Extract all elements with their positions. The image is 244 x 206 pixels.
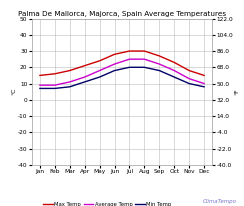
Legend: Max Temp, Average Temp, Min Temp: Max Temp, Average Temp, Min Temp xyxy=(41,200,174,206)
Min Temp xyxy=(173,76,176,78)
Average Temp xyxy=(39,84,41,86)
Average Temp xyxy=(113,63,116,65)
Max Temp xyxy=(173,61,176,64)
Line: Max Temp: Max Temp xyxy=(40,51,204,75)
Max Temp xyxy=(113,53,116,56)
Max Temp xyxy=(188,69,191,72)
Max Temp xyxy=(143,50,146,52)
Average Temp xyxy=(203,82,205,85)
Text: ClimaTempo: ClimaTempo xyxy=(203,199,237,204)
Min Temp xyxy=(113,69,116,72)
Y-axis label: °C: °C xyxy=(11,88,17,95)
Average Temp xyxy=(158,63,161,65)
Average Temp xyxy=(128,58,131,60)
Min Temp xyxy=(143,66,146,69)
Min Temp xyxy=(128,66,131,69)
Max Temp xyxy=(158,55,161,57)
Average Temp xyxy=(143,58,146,60)
Line: Min Temp: Min Temp xyxy=(40,67,204,88)
Min Temp xyxy=(203,85,205,88)
Y-axis label: °F: °F xyxy=(234,88,240,95)
Min Temp xyxy=(98,76,101,78)
Average Temp xyxy=(98,69,101,72)
Max Temp xyxy=(83,64,86,67)
Average Temp xyxy=(53,84,56,86)
Min Temp xyxy=(188,82,191,85)
Line: Average Temp: Average Temp xyxy=(40,59,204,85)
Max Temp xyxy=(68,69,71,72)
Max Temp xyxy=(128,50,131,52)
Max Temp xyxy=(53,73,56,75)
Min Temp xyxy=(158,69,161,72)
Min Temp xyxy=(39,87,41,90)
Max Temp xyxy=(39,74,41,77)
Average Temp xyxy=(188,77,191,80)
Average Temp xyxy=(68,81,71,83)
Min Temp xyxy=(53,87,56,90)
Title: Palma De Mallorca, Majorca, Spain Average Temperatures: Palma De Mallorca, Majorca, Spain Averag… xyxy=(18,11,226,17)
Average Temp xyxy=(83,76,86,78)
Min Temp xyxy=(68,85,71,88)
Min Temp xyxy=(83,81,86,83)
Max Temp xyxy=(203,74,205,77)
Max Temp xyxy=(98,60,101,62)
Average Temp xyxy=(173,69,176,72)
